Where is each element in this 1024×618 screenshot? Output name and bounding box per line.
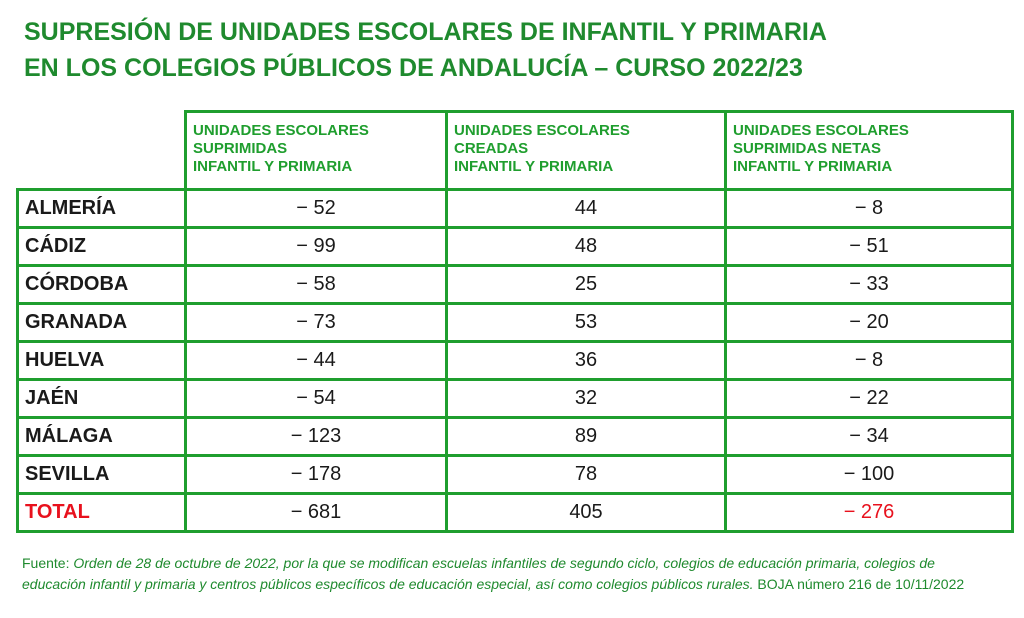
- table-row: HUELVA − 44 36 − 8: [16, 340, 1014, 381]
- header-suprimidas: UNIDADES ESCOLARES SUPRIMIDAS INFANTIL Y…: [184, 110, 448, 191]
- source-citation: Orden de 28 de octubre de 2022, por la q…: [22, 555, 935, 592]
- suprimidas-cell: − 73: [184, 302, 448, 343]
- title-line-2: EN LOS COLEGIOS PÚBLICOS DE ANDALUCÍA – …: [24, 54, 803, 82]
- creadas-cell: 48: [445, 226, 727, 267]
- creadas-cell: 89: [445, 416, 727, 457]
- creadas-cell: 44: [445, 188, 727, 229]
- suprimidas-cell: − 99: [184, 226, 448, 267]
- netas-cell: − 20: [724, 302, 1014, 343]
- table-row: MÁLAGA − 123 89 − 34: [16, 416, 1014, 457]
- creadas-cell: 25: [445, 264, 727, 305]
- header-row: UNIDADES ESCOLARES SUPRIMIDAS INFANTIL Y…: [17, 110, 1014, 191]
- netas-cell: − 22: [724, 378, 1014, 419]
- suprimidas-cell: − 52: [184, 188, 448, 229]
- creadas-cell: 36: [445, 340, 727, 381]
- total-label: TOTAL: [16, 492, 187, 533]
- table-row: CÁDIZ − 99 48 − 51: [16, 226, 1014, 267]
- suprimidas-cell: − 178: [184, 454, 448, 495]
- total-suprimidas: − 681: [184, 492, 448, 533]
- suprimidas-cell: − 58: [184, 264, 448, 305]
- creadas-cell: 32: [445, 378, 727, 419]
- source-note: Fuente: Orden de 28 de octubre de 2022, …: [22, 553, 1002, 595]
- suprimidas-cell: − 54: [184, 378, 448, 419]
- header-netas: UNIDADES ESCOLARES SUPRIMIDAS NETAS INFA…: [724, 110, 1014, 191]
- netas-cell: − 100: [724, 454, 1014, 495]
- netas-cell: − 8: [724, 188, 1014, 229]
- total-netas: − 276: [724, 492, 1014, 533]
- total-creadas: 405: [445, 492, 727, 533]
- table-row: CÓRDOBA − 58 25 − 33: [16, 264, 1014, 305]
- province-cell: JAÉN: [16, 378, 187, 419]
- total-row: TOTAL − 681 405 − 276: [16, 492, 1014, 533]
- source-label: Fuente:: [22, 555, 74, 571]
- page-title: SUPRESIÓN DE UNIDADES ESCOLARES DE INFAN…: [24, 14, 827, 86]
- province-cell: MÁLAGA: [16, 416, 187, 457]
- header-creadas: UNIDADES ESCOLARES CREADAS INFANTIL Y PR…: [445, 110, 727, 191]
- province-cell: SEVILLA: [16, 454, 187, 495]
- province-cell: ALMERÍA: [16, 188, 187, 229]
- table-row: SEVILLA − 178 78 − 100: [16, 454, 1014, 495]
- table-row: ALMERÍA − 52 44 − 8: [16, 188, 1014, 229]
- header-corner: [17, 111, 187, 191]
- table-row: JAÉN − 54 32 − 22: [16, 378, 1014, 419]
- netas-cell: − 8: [724, 340, 1014, 381]
- suprimidas-cell: − 123: [184, 416, 448, 457]
- netas-cell: − 33: [724, 264, 1014, 305]
- creadas-cell: 53: [445, 302, 727, 343]
- province-cell: CÓRDOBA: [16, 264, 187, 305]
- province-cell: CÁDIZ: [16, 226, 187, 267]
- creadas-cell: 78: [445, 454, 727, 495]
- units-table: UNIDADES ESCOLARES SUPRIMIDAS INFANTIL Y…: [16, 110, 1014, 533]
- province-cell: HUELVA: [16, 340, 187, 381]
- province-cell: GRANADA: [16, 302, 187, 343]
- suprimidas-cell: − 44: [184, 340, 448, 381]
- netas-cell: − 34: [724, 416, 1014, 457]
- table-row: GRANADA − 73 53 − 20: [16, 302, 1014, 343]
- source-boja: BOJA número 216 de 10/11/2022: [753, 576, 965, 592]
- title-line-1: SUPRESIÓN DE UNIDADES ESCOLARES DE INFAN…: [24, 18, 827, 46]
- netas-cell: − 51: [724, 226, 1014, 267]
